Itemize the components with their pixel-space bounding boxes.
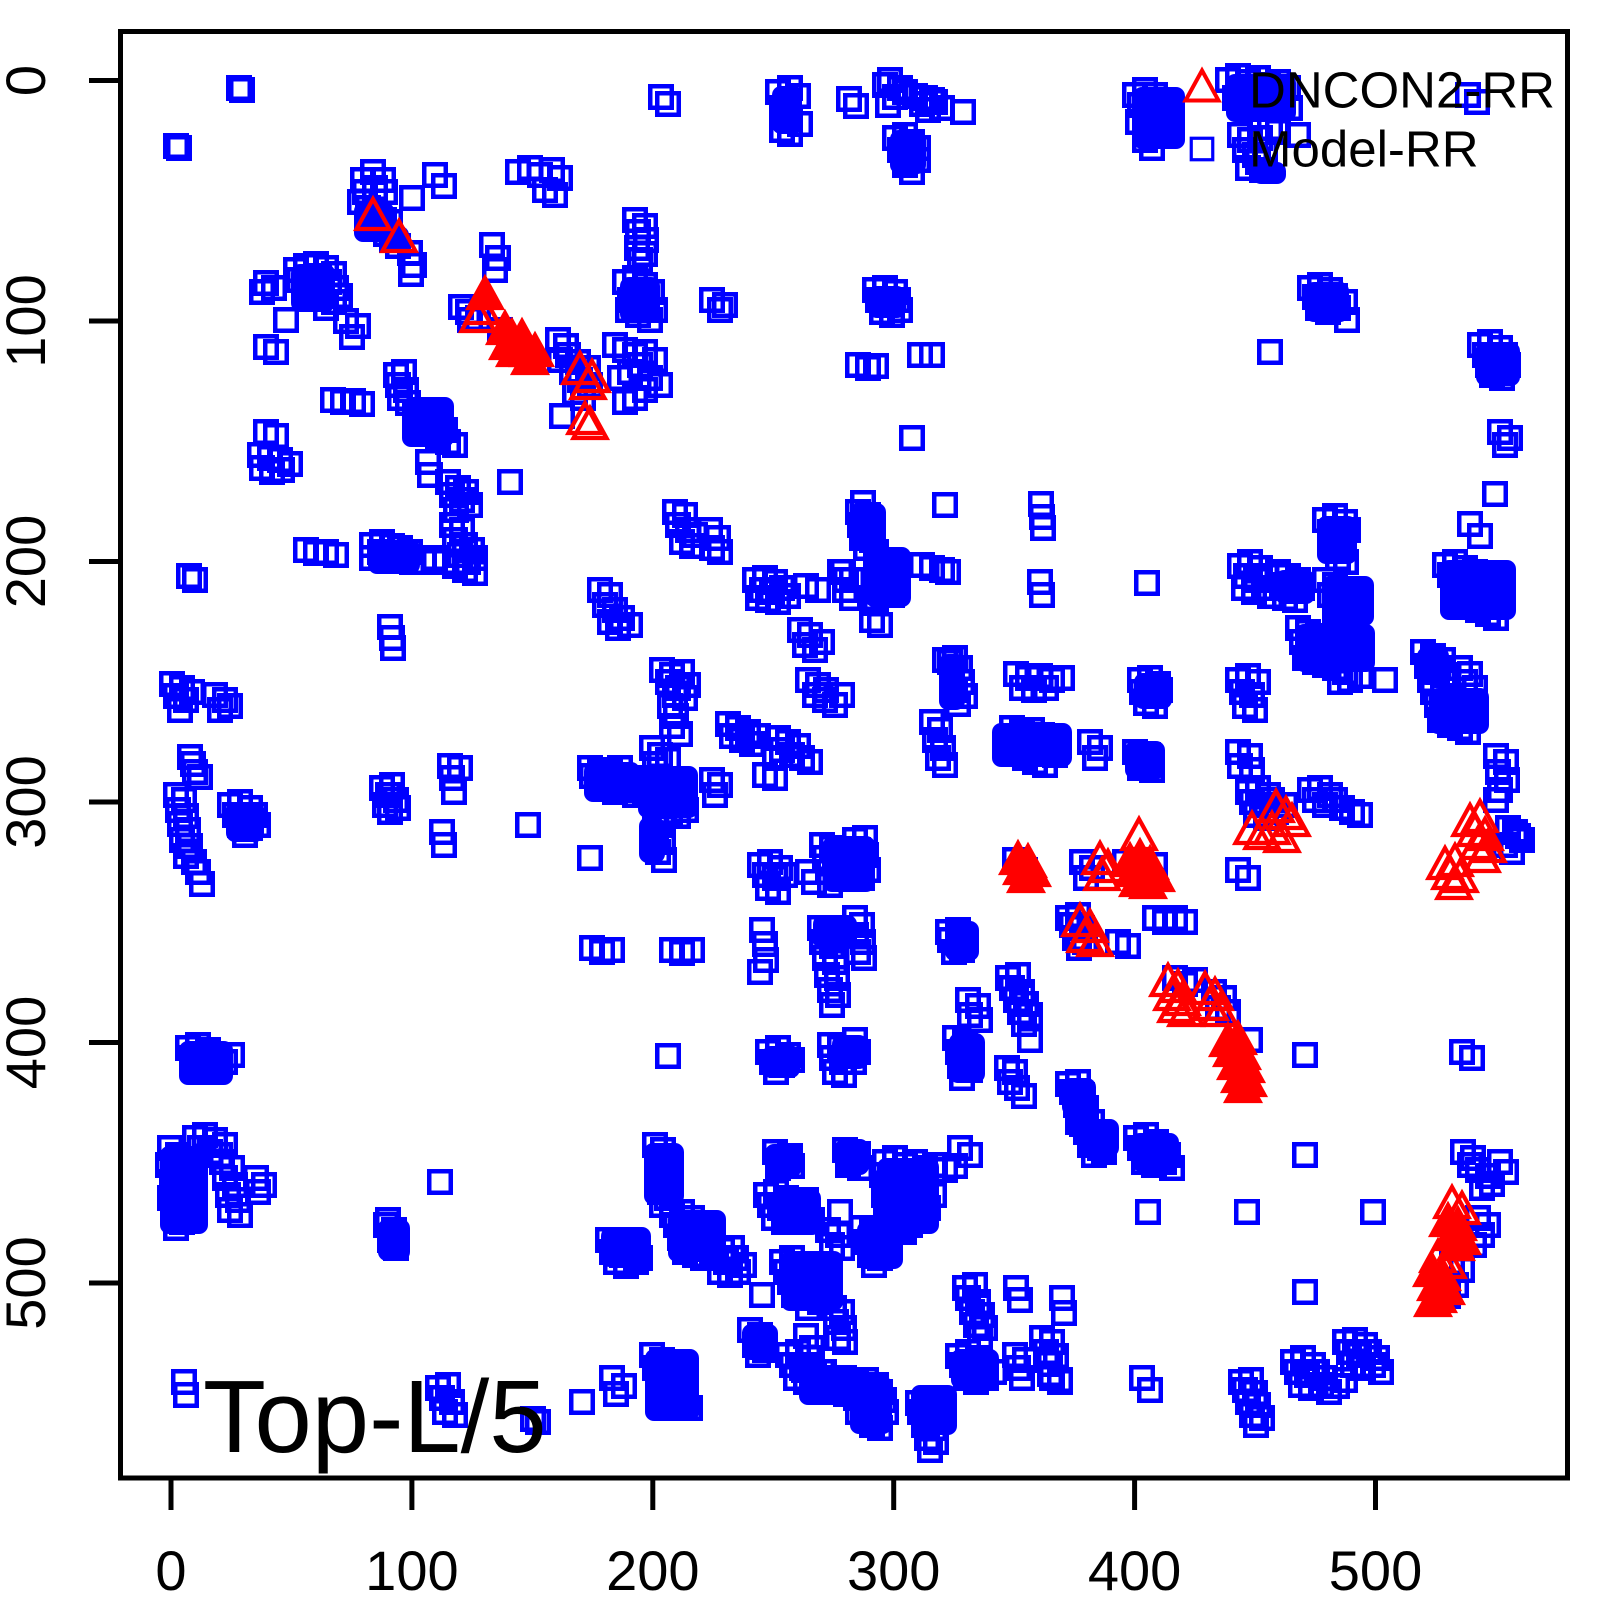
svg-text:Top-L/5: Top-L/5 [203,1359,547,1474]
svg-text:400: 400 [1088,1539,1181,1600]
svg-text:200: 200 [0,515,57,608]
svg-text:500: 500 [1329,1539,1422,1600]
svg-text:0: 0 [155,1539,186,1600]
svg-text:400: 400 [0,996,57,1089]
svg-text:500: 500 [0,1236,57,1329]
svg-text:100: 100 [0,274,57,367]
svg-text:300: 300 [847,1539,940,1600]
svg-text:DNCON2-RR: DNCON2-RR [1249,62,1555,119]
svg-text:300: 300 [0,755,57,848]
svg-text:200: 200 [606,1539,699,1600]
svg-text:0: 0 [0,65,57,96]
svg-text:Model-RR: Model-RR [1249,121,1479,178]
svg-text:100: 100 [365,1539,458,1600]
